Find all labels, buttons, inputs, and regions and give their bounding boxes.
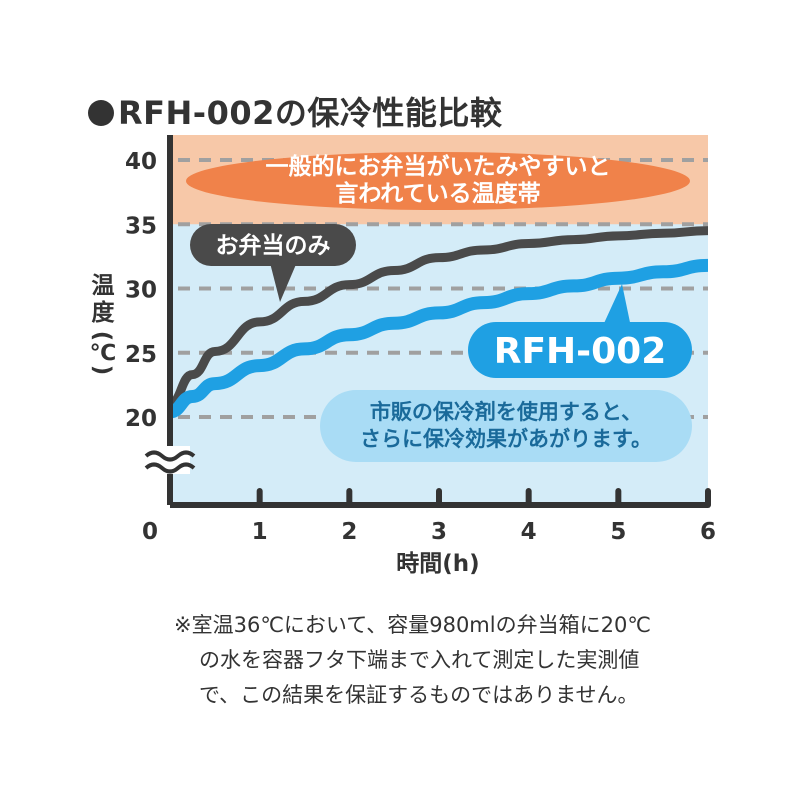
y-axis-label-char-2: 度 (92, 299, 116, 326)
x-tick-label: 5 (610, 519, 626, 545)
footnote-line-3: で、この結果を保証するものではありません。 (199, 683, 639, 707)
y-axis-label-char-3: ( (89, 331, 115, 342)
y-axis-label-char-5: ) (89, 365, 115, 376)
x-tick-label: 6 (700, 519, 716, 545)
axis-break-mark (144, 446, 196, 474)
x-tick-label: 3 (431, 519, 447, 545)
x-axis-label: 時間(h) (396, 551, 479, 577)
footnote-line-1: ※室温36℃において、容量980mlの弁当箱に20℃ (174, 613, 651, 637)
series-label-rfh-text: RFH-002 (494, 331, 667, 372)
series-line-plain (170, 226, 708, 409)
temperature-chart: 一般的にお弁当がいたみやすいと 言われている温度帯 お弁当のみ RFH-002 … (89, 135, 716, 577)
series-label-plain: お弁当のみ (190, 224, 356, 302)
y-tick-label: 20 (125, 406, 157, 432)
series-label-plain-text: お弁当のみ (216, 232, 331, 259)
x-tick-label: 1 (252, 519, 268, 545)
hot-band-label-line-2: 言われている温度帯 (335, 180, 540, 207)
x-tick-label: 0 (142, 519, 158, 545)
y-tick-label: 35 (125, 213, 157, 239)
info-callout-line-2: さらに保冷効果があがります。 (360, 427, 652, 451)
info-callout: 市販の保冷剤を使用すると、 さらに保冷効果があがります。 (320, 390, 692, 462)
series-label-rfh: RFH-002 (468, 284, 692, 378)
series-line-rfh (170, 258, 708, 419)
x-tick-label: 2 (341, 519, 357, 545)
y-tick-label: 30 (125, 278, 157, 304)
chart-title-text: RFH-002の保冷性能比較 (118, 94, 503, 132)
y-axis-label-char-4: ℃ (90, 341, 117, 366)
y-tick-label: 40 (125, 149, 157, 175)
bullet-icon (88, 100, 114, 126)
info-callout-line-1: 市販の保冷剤を使用すると、 (370, 400, 642, 424)
y-axis-label-char-1: 温 (92, 273, 115, 299)
footnote-line-2: の水を容器フタ下端まで入れて測定した実測値 (199, 648, 640, 672)
hot-band-label-bubble (186, 152, 690, 210)
footnote: ※室温36℃において、容量980mlの弁当箱に20℃ の水を容器フタ下端まで入れ… (174, 608, 774, 713)
y-tick-label: 25 (125, 342, 157, 368)
y-axis-label: 温 度 ( ℃ ) (89, 273, 116, 375)
hot-band-label-line-1: 一般的にお弁当がいたみやすいと (266, 153, 611, 180)
x-tick-label: 4 (521, 519, 537, 545)
chart-title: RFH-002の保冷性能比較 (88, 88, 502, 134)
